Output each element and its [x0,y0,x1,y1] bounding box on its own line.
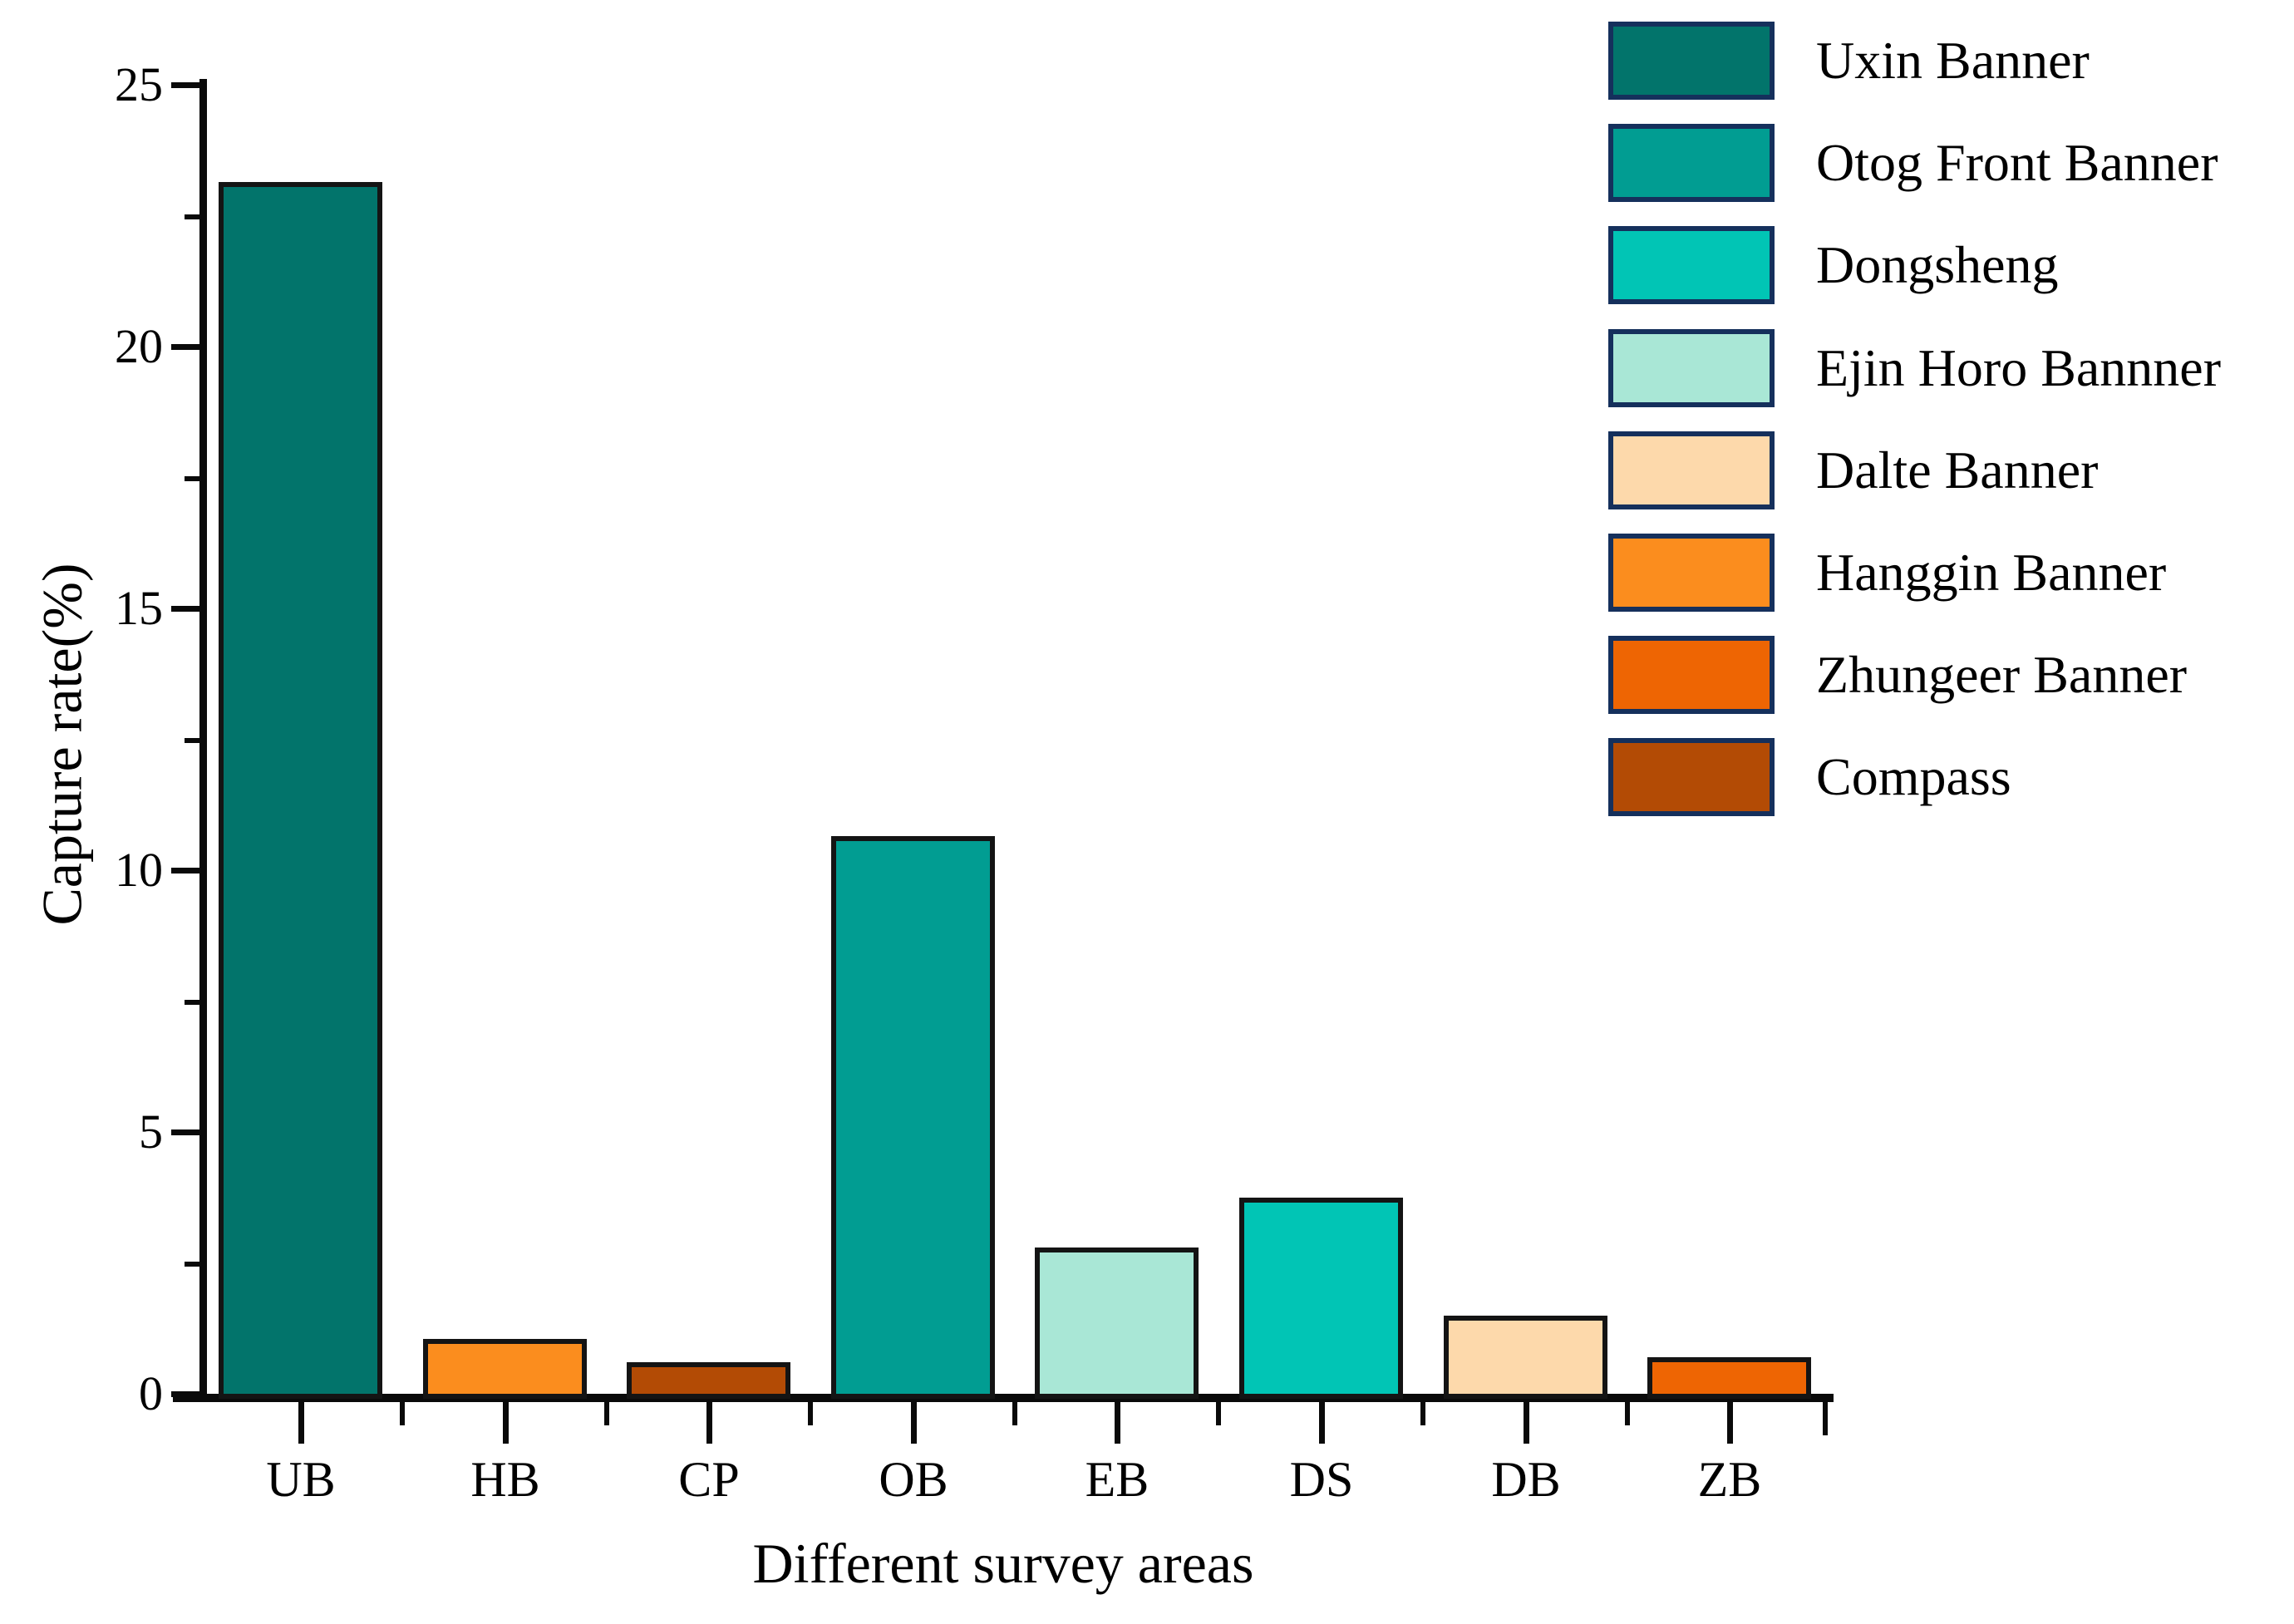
x-category-label-EB: EB [1085,1452,1149,1507]
y-major-tick-15 [171,606,203,612]
x-category-label-DS: DS [1289,1452,1354,1507]
y-tick-label-15: 15 [115,581,163,635]
x-category-label-UB: UB [266,1452,336,1507]
y-tick-label-0: 0 [139,1366,163,1420]
x-major-tick-UB [298,1402,304,1444]
legend-swatch-ejin-horo-bannner [1608,329,1775,407]
y-major-tick-25 [171,82,203,88]
x-axis-line [173,1394,1834,1402]
legend-label-hanggin-banner: Hanggin Banner [1816,543,2167,602]
x-minor-tick-2 [808,1402,813,1425]
legend-label-compass: Compass [1816,747,2011,806]
x-minor-tick-6 [1625,1402,1630,1425]
x-category-label-OB: OB [879,1452,948,1507]
bar-OB [831,836,995,1399]
y-major-tick-10 [171,868,203,874]
y-minor-tick-17.5 [185,476,203,481]
legend-label-otog-front-banner: Otog Front Banner [1816,133,2218,192]
bar-EB [1035,1248,1199,1399]
y-major-tick-5 [171,1129,203,1135]
bar-DS [1239,1198,1403,1399]
x-category-label-DB: DB [1491,1452,1561,1507]
bar-UB [219,182,382,1399]
y-minor-tick-12.5 [185,738,203,743]
x-axis-title: Different survey areas [752,1532,1254,1595]
bar-ZB [1647,1357,1811,1399]
legend-label-dongsheng: Dongsheng [1816,235,2059,294]
x-minor-tick-5 [1420,1402,1425,1425]
x-axis-end-tick [1823,1402,1828,1435]
x-minor-tick-3 [1012,1402,1017,1425]
y-tick-label-25: 25 [115,57,163,111]
y-minor-tick-7.5 [185,1000,203,1005]
legend-label-zhungeer-banner: Zhungeer Banner [1816,645,2188,704]
y-tick-label-10: 10 [115,843,163,897]
x-major-tick-DS [1319,1402,1325,1444]
x-major-tick-ZB [1727,1402,1733,1444]
bar-HB [423,1339,587,1399]
x-major-tick-EB [1115,1402,1120,1444]
legend-label-ejin-horo-bannner: Ejin Horo Bannner [1816,338,2221,397]
x-major-tick-HB [503,1402,509,1444]
y-tick-label-5: 5 [139,1105,163,1159]
y-axis-line [199,79,207,1402]
legend-swatch-dalte-banner [1608,431,1775,509]
y-minor-tick-22.5 [185,214,203,219]
x-minor-tick-1 [604,1402,609,1425]
legend-swatch-otog-front-banner [1608,124,1775,202]
x-category-label-CP: CP [678,1452,740,1507]
legend-swatch-dongsheng [1608,226,1775,304]
y-axis-title: Capture rate(%) [30,563,94,926]
legend-label-dalte-banner: Dalte Banner [1816,440,2099,500]
x-minor-tick-0 [400,1402,405,1425]
y-major-tick-20 [171,344,203,350]
legend-swatch-hanggin-banner [1608,534,1775,612]
x-minor-tick-4 [1216,1402,1221,1425]
x-major-tick-DB [1524,1402,1529,1444]
legend-swatch-uxin-banner [1608,22,1775,100]
y-minor-tick-2.5 [185,1262,203,1267]
legend-label-uxin-banner: Uxin Banner [1816,31,2090,90]
bar-DB [1444,1316,1607,1399]
legend-swatch-zhungeer-banner [1608,636,1775,714]
y-tick-label-20: 20 [115,319,163,373]
x-major-tick-OB [911,1402,917,1444]
legend-swatch-compass [1608,738,1775,816]
bar-CP [627,1362,790,1399]
y-major-tick-0 [171,1391,203,1397]
x-major-tick-CP [706,1402,712,1444]
x-category-label-HB: HB [470,1452,540,1507]
x-category-label-ZB: ZB [1697,1452,1762,1507]
